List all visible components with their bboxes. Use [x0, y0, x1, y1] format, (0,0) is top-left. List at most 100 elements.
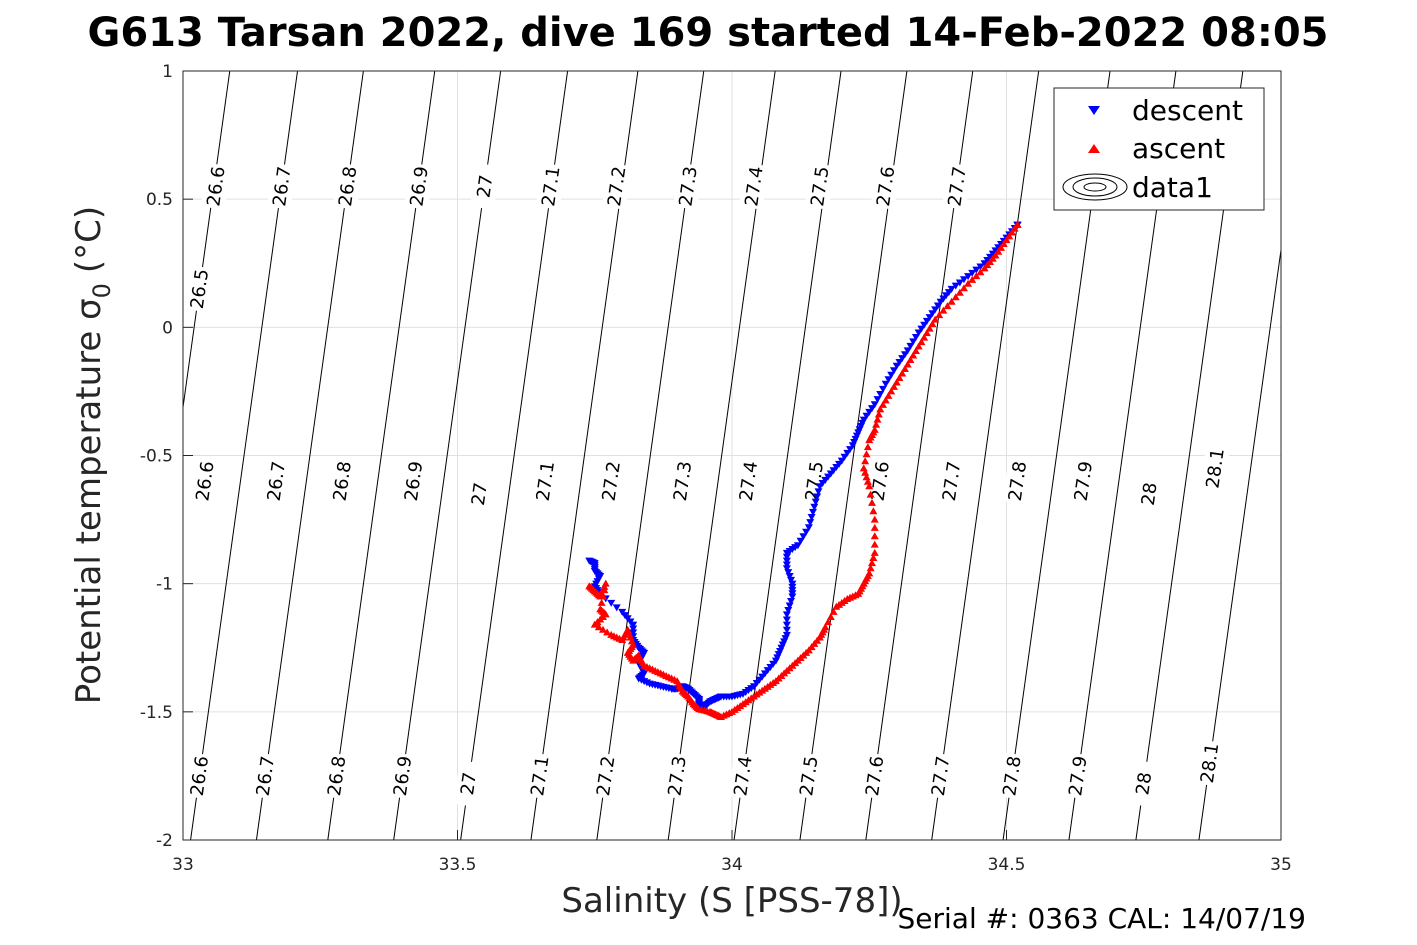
y-tick-label: -0.5: [140, 447, 173, 467]
ascent-point: [999, 240, 1008, 248]
ascent-point: [866, 564, 875, 572]
ascent-point: [859, 464, 868, 472]
contour-label-bg: [184, 752, 215, 800]
ascent-point: [898, 369, 907, 377]
descent-point: [911, 333, 920, 341]
descent-point: [814, 488, 823, 496]
descent-point: [629, 621, 638, 629]
legend-ascent-marker: [1088, 144, 1100, 153]
descent-point: [629, 629, 638, 637]
descent-point: [906, 342, 915, 350]
contour-line-27-7: [931, 70, 1040, 841]
ascent-point: [601, 579, 610, 587]
descent-point: [884, 376, 893, 384]
descent-series: [585, 221, 1022, 711]
contour-label-bg: [942, 162, 973, 210]
contour-label-bg: [332, 162, 363, 210]
ascent-point: [994, 247, 1003, 255]
descent-point: [796, 537, 805, 545]
x-tick-label: 34.5: [988, 855, 1026, 875]
ascent-point: [869, 554, 878, 562]
descent-point: [799, 533, 808, 541]
ascent-point: [881, 396, 890, 404]
ascent-point: [997, 243, 1006, 251]
ascent-point: [873, 415, 882, 423]
ascent-point: [867, 498, 876, 506]
contour-label-bg: [1128, 760, 1159, 808]
legend-contour-label: data1: [1132, 171, 1213, 204]
contour-label: 27: [457, 771, 481, 797]
ascent-point: [590, 620, 599, 628]
ascent-point: [862, 473, 871, 481]
ascent-point: [826, 612, 835, 620]
ascent-point: [863, 477, 872, 485]
contour-label-bg: [859, 752, 890, 800]
ascent-point: [889, 382, 898, 390]
ascent-point: [972, 272, 981, 280]
ascent-point: [869, 507, 878, 515]
descent-point: [811, 498, 820, 506]
contour-label-bg: [799, 457, 830, 505]
descent-point: [903, 347, 912, 355]
descent-point: [782, 631, 791, 639]
descent-point: [782, 557, 791, 565]
ascent-point: [914, 342, 923, 350]
ascent-point: [903, 360, 912, 368]
contour-label-bg: [464, 470, 495, 518]
contour-label-bg: [261, 457, 292, 505]
contour-label-bg: [936, 457, 967, 505]
ascent-point: [947, 297, 956, 305]
descent-point: [968, 269, 977, 277]
ascent-point: [922, 329, 931, 337]
ascent-point: [887, 387, 896, 395]
contour-label-bg: [250, 752, 281, 800]
ascent-point: [870, 425, 879, 433]
y-tick-label: -1: [156, 575, 173, 595]
descent-point: [612, 604, 621, 612]
descent-point: [972, 266, 981, 274]
descent-point: [959, 276, 968, 284]
legend-box: [1053, 87, 1265, 211]
ascent-point: [951, 293, 960, 301]
ascent-point: [976, 268, 985, 276]
ascent-point: [870, 523, 879, 531]
descent-point: [802, 528, 811, 536]
legend: descent ascent data1: [1053, 87, 1265, 211]
contour-label-bg: [1062, 752, 1093, 800]
y-axis-label: Potential temperature σ0 (°C): [69, 206, 116, 704]
ascent-point: [920, 333, 929, 341]
legend-descent-marker: [1088, 106, 1100, 115]
y-tick-label: 1: [162, 62, 173, 82]
ascent-point: [1013, 220, 1022, 228]
x-tick-label: 33.5: [439, 855, 477, 875]
descent-point: [782, 626, 791, 634]
descent-point: [782, 621, 791, 629]
descent-point: [629, 625, 638, 633]
descent-point: [955, 279, 964, 287]
legend-contour-icon: [1062, 173, 1128, 201]
ascent-point: [870, 532, 879, 540]
ascent-point: [878, 400, 887, 408]
ascent-point: [861, 457, 870, 465]
contour-label-bg: [1002, 457, 1033, 505]
y-tick-label: -1.5: [140, 703, 173, 723]
contour-label: 27: [473, 174, 497, 200]
x-tick-label: 35: [1270, 855, 1292, 875]
ascent-point: [900, 364, 909, 372]
descent-point: [810, 503, 819, 511]
ascent-point: [598, 592, 607, 600]
ascent-point: [876, 405, 885, 413]
descent-point: [804, 524, 813, 532]
contour-label-bg: [530, 457, 561, 505]
ascent-point: [829, 607, 838, 615]
contour-label-bg: [662, 752, 693, 800]
contour-label: 27: [468, 481, 492, 507]
ascent-point: [863, 443, 872, 451]
contour-label-bg: [404, 162, 435, 210]
ascent-point: [892, 378, 901, 386]
y-axis-label-unit: (°C): [69, 206, 109, 273]
contour-label-bg: [739, 162, 769, 210]
contour-label-bg: [387, 752, 418, 800]
contour-label-bg: [184, 265, 215, 313]
